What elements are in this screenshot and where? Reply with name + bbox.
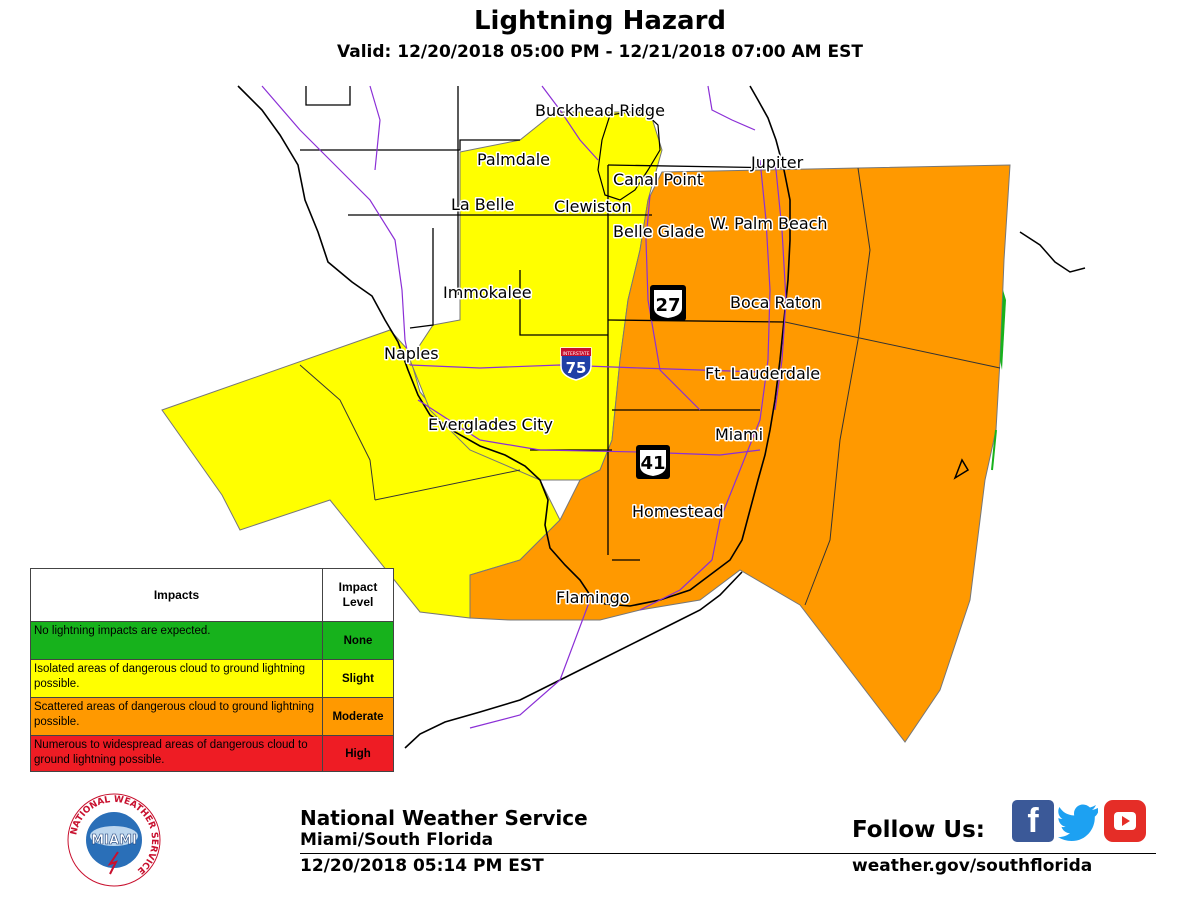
city-boca-raton: Boca Raton	[730, 293, 821, 312]
city-everglades-city: Everglades City	[428, 415, 553, 434]
svg-text:41: 41	[640, 453, 665, 474]
legend-impact-text: Isolated areas of dangerous cloud to gro…	[31, 660, 323, 697]
city-miami: Miami	[715, 425, 763, 444]
city-naples: Naples	[384, 344, 439, 363]
cay-sal-coastline	[953, 458, 970, 480]
valid-period: Valid: 12/20/2018 05:00 PM - 12/21/2018 …	[337, 42, 863, 62]
office-name: Miami/South Florida	[300, 830, 494, 850]
city-w-palm-beach: W. Palm Beach	[710, 214, 828, 233]
twitter-icon[interactable]	[1058, 800, 1100, 842]
nws-miami-logo: NATIONAL WEATHER SERVICE MIAMI	[67, 793, 161, 887]
map-title: Lightning Hazard	[473, 6, 727, 36]
city-homestead: Homestead	[632, 502, 724, 521]
us-27-shield: 27	[650, 285, 686, 321]
svg-text:27: 27	[655, 295, 680, 316]
svg-text:INTERSTATE: INTERSTATE	[563, 351, 590, 357]
legend-header-level: Impact Level	[338, 580, 378, 609]
moderate-zone	[469, 164, 1011, 743]
footer-divider	[300, 853, 1156, 854]
svg-text:MIAMI: MIAMI	[91, 833, 137, 848]
legend-row-moderate: Scattered areas of dangerous cloud to gr…	[31, 698, 393, 736]
youtube-icon[interactable]	[1104, 800, 1146, 842]
county-lines	[300, 86, 786, 561]
none-zone-sliver	[1000, 290, 1006, 370]
org-name: National Weather Service	[300, 806, 588, 830]
city-palmdale: Palmdale	[477, 150, 550, 169]
roads	[261, 85, 787, 729]
legend-level-label: None	[343, 634, 373, 647]
legend-impact-text: No lightning impacts are expected.	[31, 622, 323, 659]
city-belle-glade: Belle Glade	[613, 222, 704, 241]
legend-row-none: No lightning impacts are expected. None	[31, 622, 393, 660]
keys-coastline	[404, 571, 743, 749]
lake-okeechobee	[597, 109, 661, 201]
legend-header: Impacts Impact Level	[31, 569, 393, 622]
svg-text:75: 75	[566, 359, 587, 377]
city-immokalee: Immokalee	[443, 283, 532, 302]
legend-header-impacts: Impacts	[31, 569, 323, 621]
city-ft-lauderdale: Ft. Lauderdale	[705, 364, 820, 383]
city-jupiter: Jupiter	[750, 153, 804, 172]
follow-us-label: Follow Us:	[852, 817, 985, 843]
interstate-75-shield: INTERSTATE 75	[560, 347, 592, 381]
legend-impact-text: Numerous to widespread areas of dangerou…	[31, 736, 323, 771]
bahamas-coastline	[1019, 231, 1086, 273]
impact-legend: Impacts Impact Level No lightning impact…	[30, 568, 394, 772]
legend-row-high: Numerous to widespread areas of dangerou…	[31, 736, 393, 771]
legend-impact-text: Scattered areas of dangerous cloud to gr…	[31, 698, 323, 735]
legend-level-label: Moderate	[332, 710, 384, 723]
marine-zone-lines	[299, 167, 1001, 606]
us-41-shield: 41	[636, 445, 670, 479]
issued-time: 12/20/2018 05:14 PM EST	[300, 856, 544, 876]
legend-level-label: Slight	[342, 672, 374, 685]
none-zone-sliver	[991, 429, 997, 471]
facebook-icon[interactable]: f	[1012, 800, 1054, 842]
city-canal-point: Canal Point	[613, 170, 703, 189]
city-flamingo: Flamingo	[556, 588, 630, 607]
legend-level-label: High	[345, 747, 371, 760]
city-la-belle: La Belle	[451, 195, 514, 214]
legend-row-slight: Isolated areas of dangerous cloud to gro…	[31, 660, 393, 698]
city-buckhead-ridge: Buckhead Ridge	[535, 101, 665, 120]
city-clewiston: Clewiston	[554, 197, 632, 216]
website-link[interactable]: weather.gov/southflorida	[852, 856, 1093, 876]
